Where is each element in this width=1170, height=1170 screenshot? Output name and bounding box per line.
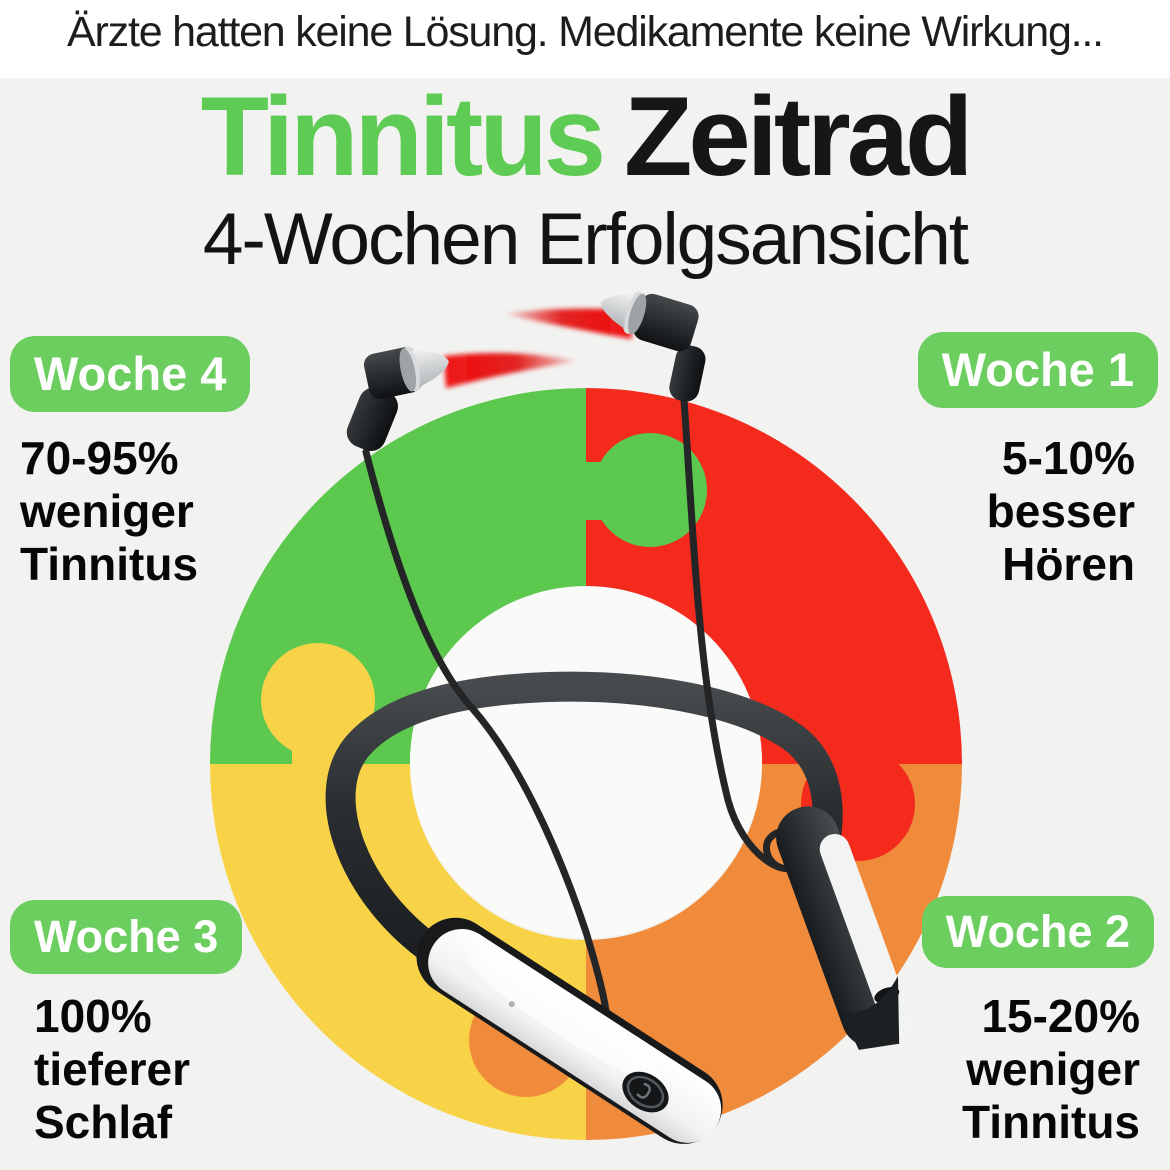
puzzle-knob-yellow-into-green	[261, 643, 375, 766]
headline: Ärzte hatten keine Lösung. Medikamente k…	[67, 8, 1104, 56]
wheel-center-hole	[410, 586, 762, 938]
page-title: Tinnitus Zeitrad	[0, 72, 1170, 201]
stat-line: weniger	[966, 1043, 1140, 1095]
puzzle-knob-green-into-red	[582, 433, 707, 547]
neckband-band	[325, 671, 843, 969]
page-subtitle: 4-Wochen Erfolgsansicht	[202, 199, 969, 280]
stat-line: 5-10%	[1002, 432, 1135, 484]
earbud-right	[600, 291, 706, 402]
stat-line: 15-20%	[981, 990, 1140, 1042]
stat-line: Hören	[1002, 538, 1135, 590]
red-light-beam-left	[444, 352, 578, 388]
stat-line: weniger	[20, 485, 194, 537]
badge-week-3: Woche 3	[10, 900, 243, 974]
earbud-cable-left	[362, 448, 612, 1030]
stat-line: Tinnitus	[961, 1096, 1140, 1148]
title-accent: Tinnitus	[200, 74, 606, 199]
neckband-earphones	[325, 291, 914, 1144]
red-light-beam-right	[504, 308, 632, 339]
stat-line: 70-95%	[20, 432, 179, 484]
top-white-strip	[0, 0, 1170, 78]
stat-week-2: 15-20% weniger Tinnitus	[962, 990, 1140, 1149]
stat-line: 100%	[34, 990, 152, 1042]
stat-line: Schlaf	[34, 1096, 173, 1148]
badge-week-2: Woche 2	[921, 896, 1154, 968]
stat-week-3: 100% tieferer Schlaf	[34, 990, 190, 1149]
earbud-right-tip	[600, 294, 635, 329]
neckband-pod-right	[776, 806, 914, 1050]
earbud-left	[346, 346, 449, 452]
pod-button	[622, 1071, 669, 1113]
badge-week-4: Woche 4	[10, 336, 251, 412]
neckband-pod-left	[416, 917, 723, 1144]
stat-week-4: 70-95% weniger Tinnitus	[20, 432, 198, 591]
earbud-left-tip	[411, 349, 449, 387]
stat-week-1: 5-10% besser Hören	[987, 432, 1135, 591]
badge-week-1: Woche 1	[917, 332, 1158, 408]
puzzle-wheel	[210, 388, 962, 1140]
earbud-cable-right	[680, 396, 806, 873]
stat-line: besser	[986, 485, 1135, 537]
stat-line: tieferer	[34, 1043, 190, 1095]
title-rest: Zeitrad	[624, 74, 973, 199]
stat-line: Tinnitus	[20, 538, 199, 590]
